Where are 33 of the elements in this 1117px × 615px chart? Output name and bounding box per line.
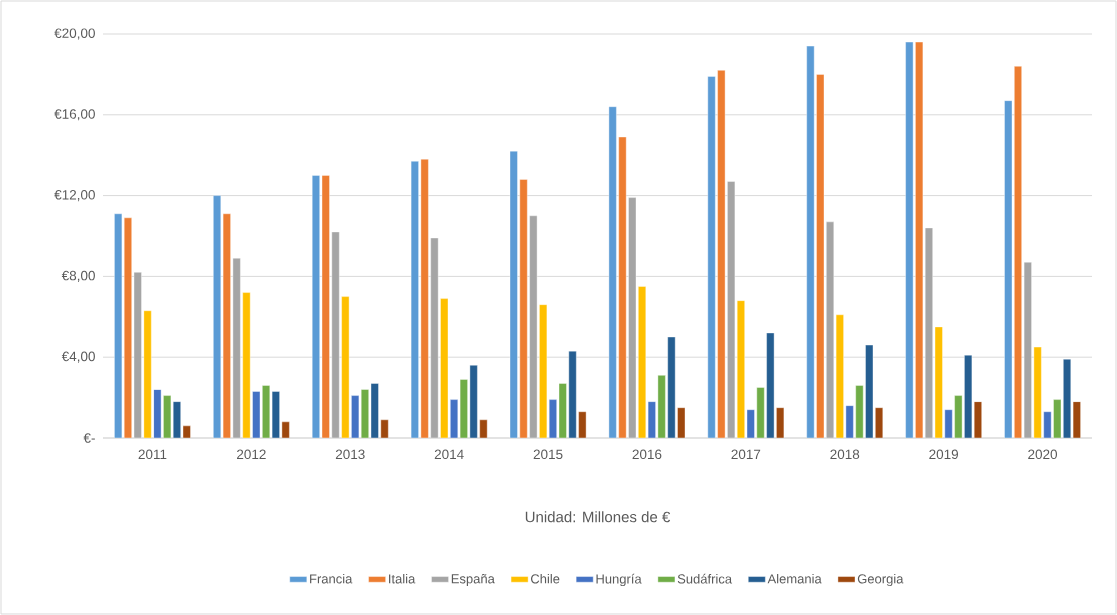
legend-label: Hungría xyxy=(596,573,642,587)
legend-label: Chile xyxy=(530,573,560,584)
legend-label: Alemania xyxy=(767,573,822,584)
legend-label: Francia xyxy=(310,573,353,584)
y-tick-label: €20,00 xyxy=(54,28,95,40)
x-tick-label: 2011 xyxy=(138,449,167,460)
bar xyxy=(1053,399,1062,438)
x-tick-label: 2012 xyxy=(237,449,266,460)
legend-label: Italia xyxy=(389,573,416,584)
bar xyxy=(568,350,577,438)
legend-label: España xyxy=(451,573,495,586)
x-tick-label: 2017 xyxy=(731,449,761,460)
y-tick-label: €12,00 xyxy=(54,190,95,202)
legend-label: Sudáfrica xyxy=(677,573,733,584)
x-tick-label: 2019 xyxy=(929,449,959,460)
x-axis-title: Unidad: Millones de € xyxy=(525,511,671,523)
x-tick-label: 2016 xyxy=(632,449,662,460)
bar xyxy=(1004,100,1013,438)
bar xyxy=(667,336,676,438)
bar xyxy=(1033,346,1042,438)
y-tick-label: €16,00 xyxy=(54,109,95,121)
x-tick-label: 2020 xyxy=(1028,449,1058,460)
y-tick-label: €8,00 xyxy=(61,270,95,282)
x-tick-label: 2015 xyxy=(533,449,563,460)
legend-label: Georgia xyxy=(857,573,904,587)
x-tick-label: 2013 xyxy=(335,449,365,460)
x-tick-label: 2014 xyxy=(434,449,464,460)
bar xyxy=(618,136,627,438)
bar xyxy=(133,272,142,438)
x-tick-label: 2018 xyxy=(830,449,860,460)
bar xyxy=(519,179,528,438)
y-tick-label: €4,00 xyxy=(61,351,95,363)
y-tick-label: €- xyxy=(83,433,95,443)
